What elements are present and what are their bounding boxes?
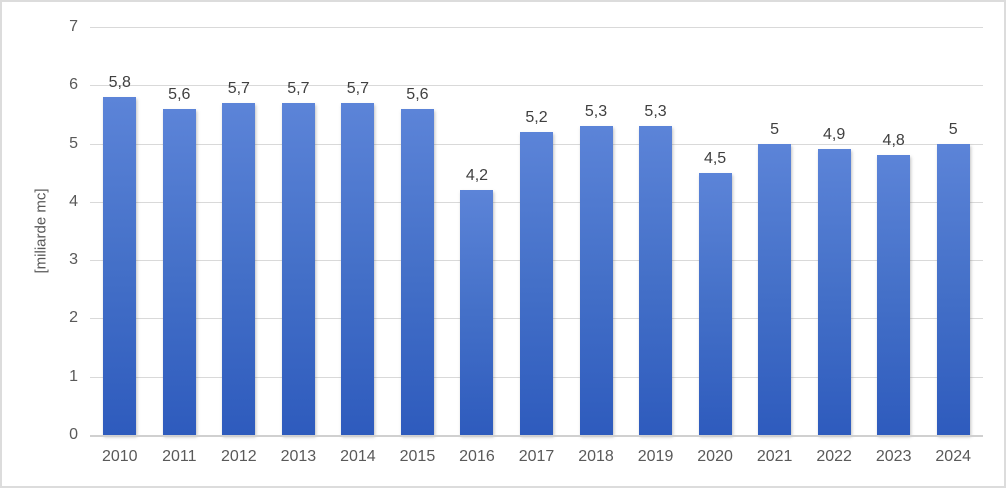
bar-value-label: 4,9 [823, 126, 846, 144]
bar-value-label: 5,8 [108, 73, 131, 91]
bar-value-label: 5,3 [644, 103, 667, 121]
x-tick-label: 2021 [756, 448, 793, 465]
bar-value-label: 5,7 [227, 79, 250, 97]
y-axis-title: [miliarde mc] [32, 188, 50, 274]
y-tick-label: 3 [69, 251, 78, 269]
x-tick-label: 2017 [518, 448, 555, 465]
bar-column: 4,2 [447, 27, 507, 435]
bar [877, 155, 911, 435]
bar-column: 5 [745, 27, 805, 435]
plot-area: 0 1 2 3 4 5 6 7 5,8 5,6 5,7 5,7 5,7 5,6 4,2 5,2 5,3 5,3 4… [69, 18, 983, 443]
bar-column: 5,3 [626, 27, 686, 435]
bar [400, 108, 434, 435]
x-tick-label: 2012 [221, 448, 257, 465]
bar [936, 143, 970, 435]
bar [698, 172, 732, 435]
bar [639, 126, 673, 435]
x-tick-label: 2014 [340, 448, 376, 465]
bar-column: 5,2 [507, 27, 567, 435]
bar-value-label: 4,8 [882, 132, 905, 150]
bar [758, 143, 792, 435]
bar-column: 4,5 [685, 27, 745, 435]
bar [519, 131, 553, 435]
bar [162, 108, 196, 435]
y-tick-label: 6 [69, 76, 78, 94]
bars: 5,8 5,6 5,7 5,7 5,7 5,6 4,2 5,2 5,3 5,3 4,5 5 4,9 4,8… [90, 27, 983, 435]
bar-column: 4,8 [864, 27, 924, 435]
bar [579, 126, 613, 435]
bar [817, 149, 851, 435]
bar-value-label: 4,2 [465, 167, 489, 185]
bar-value-label: 4,5 [703, 149, 727, 167]
x-tick-label: 2024 [935, 448, 971, 465]
y-tick-label: 5 [69, 134, 78, 152]
bar-value-label: 5,7 [346, 79, 370, 97]
x-tick-label: 2015 [399, 448, 436, 465]
bar-value-label: 5,6 [406, 85, 429, 103]
y-tick-label: 4 [69, 192, 78, 210]
y-tick-label: 7 [69, 18, 78, 35]
bar [460, 190, 494, 435]
x-tick-label: 2010 [101, 448, 138, 465]
gridline [90, 85, 983, 87]
gridline [90, 27, 983, 28]
bar-column: 4,9 [804, 27, 864, 435]
x-tick-label: 2011 [162, 448, 197, 465]
x-tick-label: 2022 [816, 448, 852, 465]
bar-value-label: 5,2 [525, 108, 548, 126]
bar-column: 5,7 [269, 27, 329, 435]
bar-value-label: 5 [948, 120, 958, 138]
bar-column: 5,6 [388, 27, 448, 435]
bar-column: 5,6 [150, 27, 210, 435]
bar [281, 102, 315, 435]
bar-column: 5,7 [209, 27, 269, 435]
y-tick-label: 0 [69, 426, 78, 443]
bar [103, 96, 137, 435]
bar-value-label: 5,7 [287, 79, 310, 97]
x-tick-label: 2013 [280, 448, 317, 465]
x-tick-label: 2023 [875, 448, 912, 465]
bar [341, 102, 375, 435]
x-tick-label: 2019 [637, 448, 674, 465]
bar-column: 5,8 [90, 27, 150, 435]
bar-value-label: 5,3 [584, 103, 608, 121]
bar-column: 5,7 [328, 27, 388, 435]
bar [222, 102, 256, 435]
bar-column: 5 [923, 27, 983, 435]
x-axis-line [90, 435, 983, 437]
y-tick-label: 1 [69, 367, 78, 385]
x-tick-label: 2016 [459, 448, 495, 465]
bar-value-label: 5 [770, 120, 780, 138]
x-axis-labels: 2010 2011 2012 2013 2014 2015 2016 2017 2018 2019… [90, 448, 983, 466]
bar-column: 5,3 [566, 27, 626, 435]
x-tick-label: 2018 [578, 448, 614, 465]
x-tick-label: 2020 [697, 448, 733, 465]
y-tick-label: 2 [69, 309, 78, 327]
bar-value-label: 5,6 [168, 85, 191, 103]
